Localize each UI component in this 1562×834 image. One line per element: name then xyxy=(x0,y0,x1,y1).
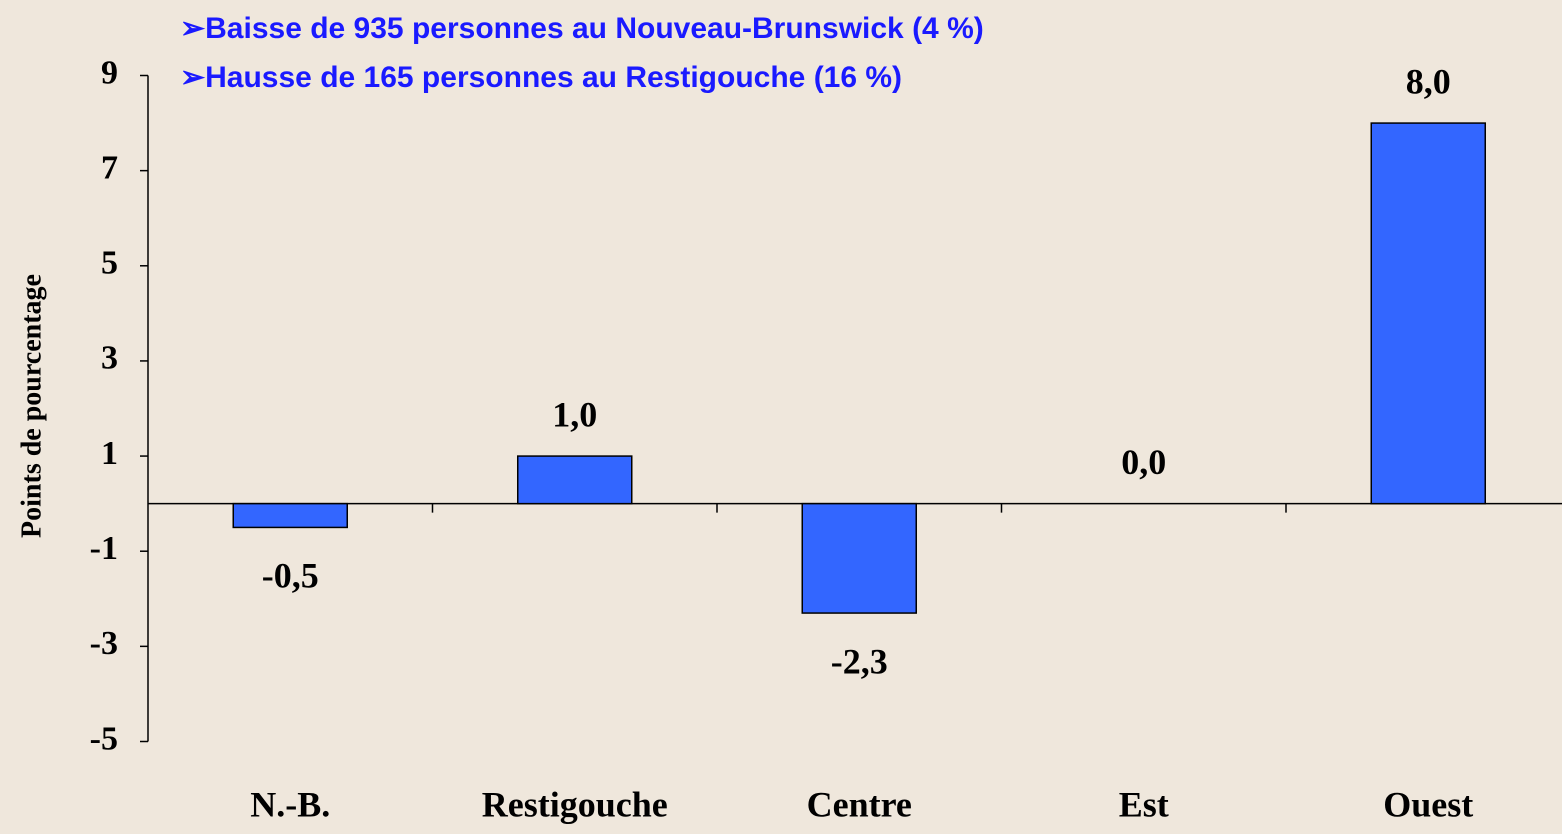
bar xyxy=(232,502,348,529)
annotation: ➢Baisse de 935 personnes au Nouveau-Brun… xyxy=(180,12,984,45)
annotation: ➢Hausse de 165 personnes au Restigouche … xyxy=(180,61,902,94)
x-tick-label: Restigouche xyxy=(482,784,668,824)
data-label: -2,3 xyxy=(831,641,888,681)
y-tick-label: -3 xyxy=(90,625,118,662)
y-tick-label: 3 xyxy=(101,340,118,377)
y-tick-label: 9 xyxy=(101,54,118,91)
data-label: 0,0 xyxy=(1121,442,1166,482)
x-tick-label: Est xyxy=(1119,784,1169,824)
y-tick-label: -5 xyxy=(90,720,118,757)
x-tick-label: N.-B. xyxy=(250,784,330,824)
bar xyxy=(801,502,917,614)
x-tick-label: Ouest xyxy=(1383,784,1473,824)
y-tick-label: 7 xyxy=(101,149,118,186)
y-tick-label: -1 xyxy=(90,530,118,567)
data-label: 1,0 xyxy=(552,394,597,434)
y-tick-label: 1 xyxy=(101,435,118,472)
x-tick-label: Centre xyxy=(807,784,912,824)
bar xyxy=(517,455,633,505)
bar xyxy=(1370,122,1486,505)
data-label: -0,5 xyxy=(262,556,319,596)
y-tick-label: 5 xyxy=(101,245,118,282)
data-label: 8,0 xyxy=(1406,61,1451,101)
y-axis-label: Points de pourcentage xyxy=(16,274,47,538)
